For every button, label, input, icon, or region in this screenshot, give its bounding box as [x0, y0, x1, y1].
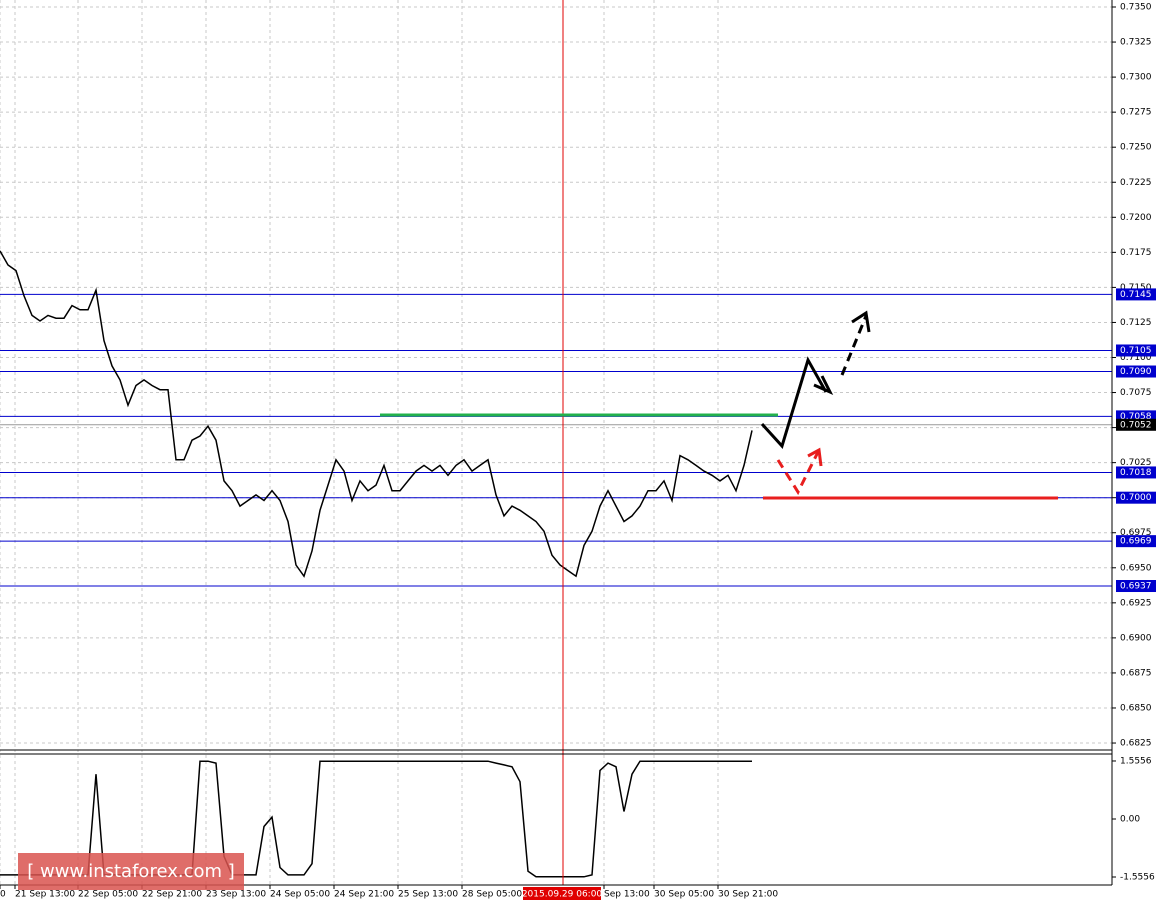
crosshair-label-box — [523, 887, 601, 900]
y-tick-label: 0.6850 — [1120, 703, 1152, 713]
arrow-head — [813, 375, 834, 396]
y-tick-label: 0.7275 — [1120, 108, 1152, 118]
y-tick-label: 0.6825 — [1120, 739, 1152, 749]
y-tick-label: 0.7325 — [1120, 38, 1152, 48]
level-label-box — [1116, 365, 1156, 378]
y-tick-label: 1.5556 — [1120, 756, 1152, 766]
y-tick-label: 0.7300 — [1120, 73, 1152, 83]
x-tick-label: 24 Sep 21:00 — [334, 890, 394, 900]
y-tick-label: 0.7225 — [1120, 178, 1152, 188]
y-tick-label: 0.7250 — [1120, 143, 1152, 153]
dashed-arrow — [840, 315, 868, 376]
x-tick-label: 25 Sep 13:00 — [398, 890, 458, 900]
level-label-box — [1116, 344, 1156, 357]
price-line — [0, 250, 753, 578]
y-tick-label: 0.6975 — [1120, 528, 1152, 538]
x-tick-label: Sep 13:00 — [604, 890, 650, 900]
watermark-box — [18, 853, 244, 890]
x-tick-label: 22 Sep 21:00 — [142, 890, 202, 900]
crosshair-label: 2015.09.29 06:00 — [522, 890, 603, 900]
y-tick-label: 0.7175 — [1120, 248, 1152, 258]
arrow-path — [760, 356, 828, 449]
level-label-box — [1116, 535, 1156, 548]
axes: 0.7350 0.7325 0.7300 0.7275 0.7250 0.7225 0.72… — [0, 3, 1156, 900]
current-price-box — [1116, 418, 1156, 431]
y-tick-label: 0.00 — [1120, 814, 1140, 824]
y-tick-label: 0.7125 — [1120, 318, 1152, 328]
level-label: 0.7000 — [1120, 493, 1152, 503]
level-label-box — [1116, 491, 1156, 504]
y-tick-label: 0.6925 — [1120, 598, 1152, 608]
grid — [0, 0, 1112, 885]
red-arrow-head — [807, 447, 823, 467]
x-tick-label: 0 — [0, 890, 6, 900]
level-label-box — [1116, 288, 1156, 301]
x-tick-label: 30 Sep 21:00 — [718, 890, 778, 900]
y-tick-label: 0.7075 — [1120, 388, 1152, 398]
y-tick-label: 0.7350 — [1120, 3, 1152, 13]
level-label: 0.7105 — [1120, 346, 1152, 356]
y-tick-label: 0.7200 — [1120, 213, 1152, 223]
level-label: 0.6937 — [1120, 582, 1152, 592]
level-label: 0.7058 — [1120, 412, 1152, 422]
y-tick-label: 0.7025 — [1120, 458, 1152, 468]
dashed-arrow-head — [851, 310, 871, 333]
y-tick-label: 0.6900 — [1120, 633, 1152, 643]
y-tick-label: 0.6875 — [1120, 668, 1152, 678]
red-dashed-arrow — [776, 451, 820, 496]
x-tick-label: 28 Sep 05:00 — [462, 890, 522, 900]
watermark: [ www.instaforex.com ] — [27, 861, 235, 882]
level-label-box — [1116, 580, 1156, 593]
y-tick-label: 0.7150 — [1120, 283, 1152, 293]
x-tick-label: 30 Sep 05:00 — [654, 890, 714, 900]
y-tick-label: 0.6950 — [1120, 563, 1152, 573]
level-label: 0.7018 — [1120, 468, 1152, 478]
x-tick-label: 23 Sep 13:00 — [206, 890, 266, 900]
y-tick-label: 0.7100 — [1120, 353, 1152, 363]
current-price-label: 0.7052 — [1120, 420, 1152, 430]
x-tick-label: 21 Sep 13:00 — [15, 890, 75, 900]
level-label-box — [1116, 466, 1156, 479]
x-tick-label: 22 Sep 05:00 — [78, 890, 138, 900]
level-label: 0.7145 — [1120, 290, 1152, 300]
level-label: 0.6969 — [1120, 537, 1152, 547]
x-tick-label: 24 Sep 05:00 — [270, 890, 330, 900]
y-tick-label: -1.5556 — [1120, 873, 1155, 883]
level-label: 0.7090 — [1120, 367, 1152, 377]
